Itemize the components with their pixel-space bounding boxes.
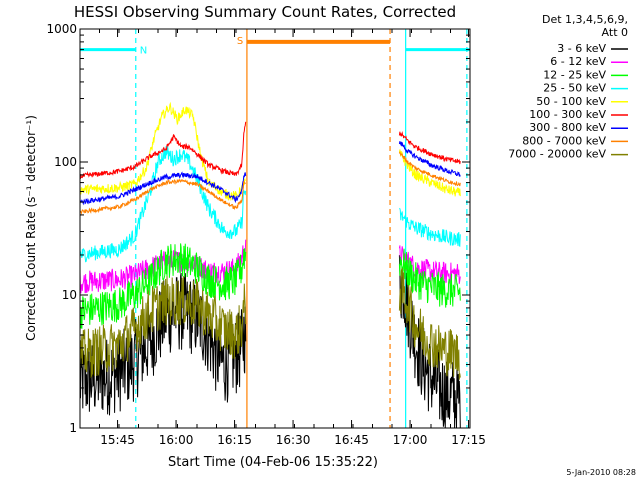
series-line-2 bbox=[79, 243, 461, 329]
annotation-label-2: S bbox=[237, 36, 243, 47]
series-line-4 bbox=[79, 101, 461, 202]
legend-label-7: 800 - 7000 keV bbox=[522, 134, 606, 147]
series-line-3 bbox=[79, 146, 461, 263]
x-tick-label-5: 17:00 bbox=[393, 433, 428, 447]
x-axis-label: Start Time (04-Feb-06 15:35:22) bbox=[168, 455, 378, 470]
series-line-7 bbox=[79, 150, 461, 215]
y-tick-label-1: 10 bbox=[62, 288, 77, 302]
legend-label-1: 6 - 12 keV bbox=[550, 55, 606, 68]
annotation-label-0: N bbox=[140, 46, 147, 57]
x-tick-label-4: 16:45 bbox=[334, 433, 369, 447]
legend-header-line-1: Att 0 bbox=[602, 26, 628, 39]
x-tick-label-1: 16:00 bbox=[159, 433, 194, 447]
series-line-5 bbox=[79, 121, 461, 179]
legend-label-8: 7000 - 20000 keV bbox=[508, 148, 606, 161]
y-axis-label: Corrected Count Rate (s⁻¹ detector⁻¹) bbox=[24, 115, 38, 341]
x-tick-label-2: 16:15 bbox=[217, 433, 252, 447]
y-tick-label-0: 1 bbox=[69, 421, 77, 435]
legend-label-3: 25 - 50 keV bbox=[543, 82, 606, 95]
y-tick-label-3: 1000 bbox=[46, 22, 77, 36]
legend-label-4: 50 - 100 keV bbox=[536, 95, 606, 108]
x-tick-label-0: 15:45 bbox=[100, 433, 135, 447]
series-line-6 bbox=[79, 141, 461, 206]
x-tick-label-3: 16:30 bbox=[276, 433, 311, 447]
chart-title: HESSI Observing Summary Count Rates, Cor… bbox=[74, 3, 456, 21]
legend-label-6: 300 - 800 keV bbox=[529, 121, 606, 134]
timestamp: 5-Jan-2010 08:28 bbox=[566, 468, 636, 477]
series-line-8 bbox=[79, 268, 461, 380]
legend-label-5: 100 - 300 keV bbox=[529, 108, 606, 121]
x-tick-label-6: 17:15 bbox=[451, 433, 486, 447]
legend-label-2: 12 - 25 keV bbox=[543, 68, 606, 81]
y-tick-label-2: 100 bbox=[54, 155, 77, 169]
legend-label-0: 3 - 6 keV bbox=[557, 42, 606, 55]
legend-header-line-0: Det 1,3,4,5,6,9, bbox=[542, 13, 628, 26]
